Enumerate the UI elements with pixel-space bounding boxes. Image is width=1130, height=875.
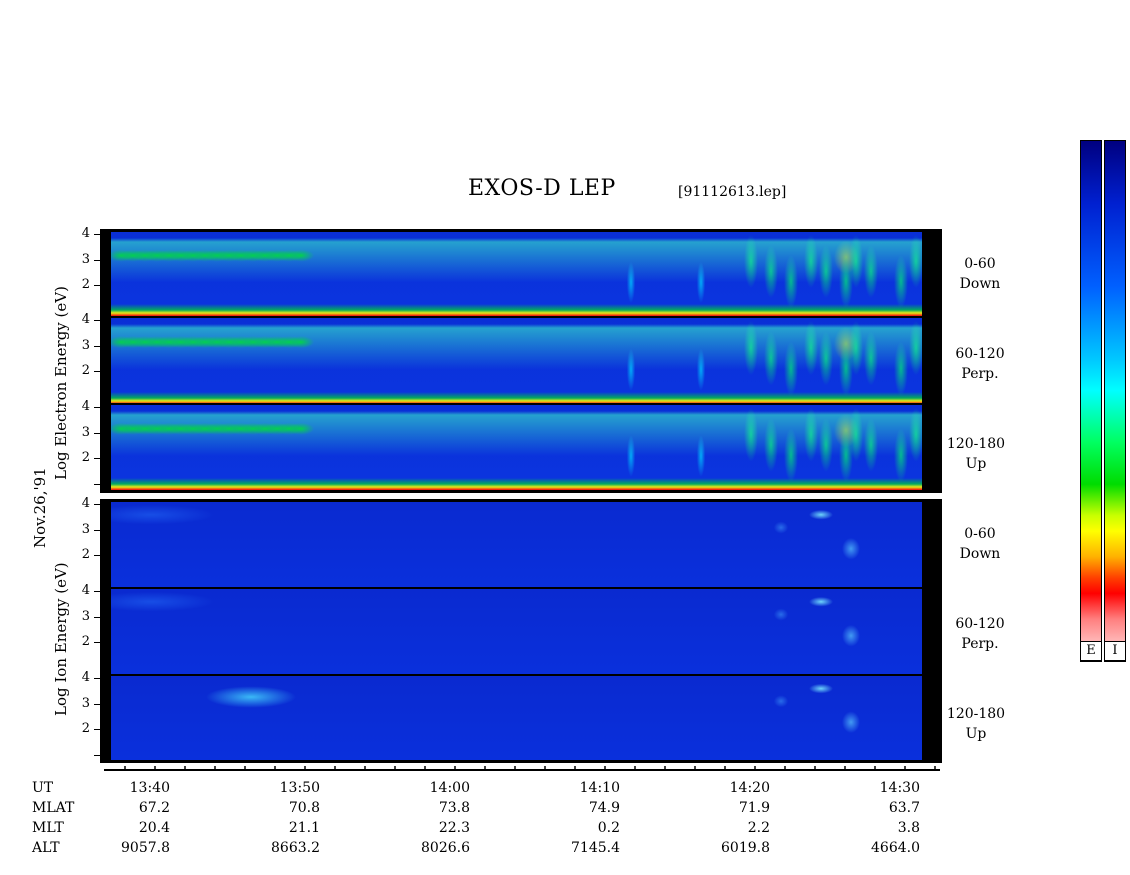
axis-value-mlt: 21.1 bbox=[288, 820, 320, 836]
file-label: [91112613.lep] bbox=[678, 184, 787, 200]
y-tick-mark bbox=[94, 484, 100, 485]
panel-label-ion-perp: 60-120 Perp. bbox=[955, 616, 1005, 652]
y-tick-mark bbox=[94, 504, 100, 505]
y-tick-mark bbox=[94, 555, 100, 557]
axis-value-ut: 13:50 bbox=[279, 780, 320, 796]
y-tick-mark bbox=[94, 703, 100, 705]
row-label-mlt: MLT bbox=[32, 820, 64, 836]
panel-label-ion-down: 0-60 Down bbox=[959, 526, 1001, 562]
y-tick-label: 2 bbox=[81, 450, 90, 466]
row-label-alt: ALT bbox=[32, 840, 60, 856]
y-tick-label: 4 bbox=[81, 226, 90, 241]
ion-down-spectrogram bbox=[111, 502, 922, 587]
axis-value-mlt: 0.2 bbox=[597, 820, 620, 836]
y-tick-label: 3 bbox=[81, 337, 90, 353]
axis-value-mlat: 73.8 bbox=[438, 800, 470, 816]
axis-value-ut: 14:10 bbox=[579, 780, 620, 796]
y-tick-label: 2 bbox=[81, 547, 90, 563]
y-tick-mark bbox=[94, 320, 100, 321]
axis-value-mlt: 20.4 bbox=[138, 820, 170, 836]
y-tick-mark bbox=[94, 755, 100, 756]
axis-value-mlt: 2.2 bbox=[747, 820, 770, 836]
y-tick-label: 4 bbox=[81, 670, 90, 685]
date-label: Nov.26,'91 bbox=[31, 467, 49, 548]
y-tick-mark bbox=[94, 678, 100, 679]
y-tick-mark bbox=[94, 285, 100, 287]
ion-colorbar bbox=[1104, 140, 1126, 662]
y-tick-label: 2 bbox=[81, 277, 90, 293]
axis-value-mlat: 70.8 bbox=[288, 800, 320, 816]
y-tick-label: 3 bbox=[81, 424, 90, 440]
y-tick-mark bbox=[94, 259, 100, 261]
axis-value-mlat: 74.9 bbox=[588, 800, 620, 816]
y-tick-mark bbox=[94, 642, 100, 644]
electron-perp-spectrogram bbox=[111, 318, 922, 404]
panel-divider bbox=[111, 316, 922, 318]
axis-value-alt: 8026.6 bbox=[421, 840, 470, 856]
panel-label-electron-up: 120-180 Up bbox=[946, 436, 1006, 472]
axis-value-ut: 14:00 bbox=[429, 780, 470, 796]
panel-divider bbox=[111, 403, 922, 405]
panel-divider bbox=[111, 674, 922, 676]
electron-up-spectrogram bbox=[111, 405, 922, 490]
y-tick-mark bbox=[94, 591, 100, 592]
y-tick-label: 2 bbox=[81, 634, 90, 650]
y-tick-mark bbox=[94, 529, 100, 531]
electron-colorbar-label: E bbox=[1080, 641, 1102, 661]
electron-colorbar bbox=[1080, 140, 1102, 662]
axis-value-alt: 8663.2 bbox=[271, 840, 320, 856]
axis-value-mlat: 63.7 bbox=[888, 800, 920, 816]
axis-value-mlt: 3.8 bbox=[897, 820, 920, 836]
y-tick-label: 3 bbox=[81, 608, 90, 624]
axis-value-alt: 9057.8 bbox=[121, 840, 170, 856]
ion-colorbar-label: I bbox=[1104, 641, 1126, 661]
panel-label-ion-up: 120-180 Up bbox=[946, 706, 1006, 742]
y-tick-label: 3 bbox=[81, 251, 90, 267]
axis-value-alt: 6019.8 bbox=[721, 840, 770, 856]
y-tick-label: 3 bbox=[81, 521, 90, 537]
axis-value-mlat: 71.9 bbox=[738, 800, 770, 816]
ion-perp-spectrogram bbox=[111, 589, 922, 674]
axis-value-mlat: 67.2 bbox=[138, 800, 170, 816]
y-tick-mark bbox=[94, 432, 100, 434]
y-tick-mark bbox=[94, 458, 100, 460]
y-tick-mark bbox=[94, 407, 100, 408]
y-tick-mark bbox=[94, 729, 100, 731]
axis-value-alt: 4664.0 bbox=[871, 840, 920, 856]
row-label-mlat: MLAT bbox=[32, 800, 75, 816]
axis-value-ut: 13:40 bbox=[129, 780, 170, 796]
time-axis bbox=[104, 766, 940, 771]
y-tick-mark bbox=[94, 345, 100, 347]
y-tick-label: 4 bbox=[81, 496, 90, 511]
y-tick-mark bbox=[94, 234, 100, 235]
y-tick-label: 4 bbox=[81, 312, 90, 327]
panel-divider bbox=[111, 587, 922, 589]
y-tick-label: 4 bbox=[81, 399, 90, 414]
ion-y-axis-label: Log Ion Energy (eV) bbox=[52, 562, 70, 716]
y-tick-label: 2 bbox=[81, 363, 90, 379]
panel-label-electron-perp: 60-120 Perp. bbox=[955, 346, 1005, 382]
y-tick-mark bbox=[94, 616, 100, 618]
y-tick-label: 4 bbox=[81, 583, 90, 598]
axis-value-mlt: 22.3 bbox=[438, 820, 470, 836]
row-label-ut: UT bbox=[32, 780, 54, 796]
y-tick-mark bbox=[94, 371, 100, 373]
electron-y-axis-label: Log Electron Energy (eV) bbox=[52, 286, 70, 480]
chart-title: EXOS-D LEP bbox=[468, 176, 616, 201]
electron-down-spectrogram bbox=[111, 232, 922, 316]
y-tick-label: 2 bbox=[81, 721, 90, 737]
y-tick-label: 3 bbox=[81, 695, 90, 711]
axis-value-ut: 14:20 bbox=[729, 780, 770, 796]
ion-up-spectrogram bbox=[111, 676, 922, 760]
axis-value-ut: 14:30 bbox=[879, 780, 920, 796]
axis-value-alt: 7145.4 bbox=[571, 840, 620, 856]
panel-label-electron-down: 0-60 Down bbox=[959, 256, 1001, 292]
